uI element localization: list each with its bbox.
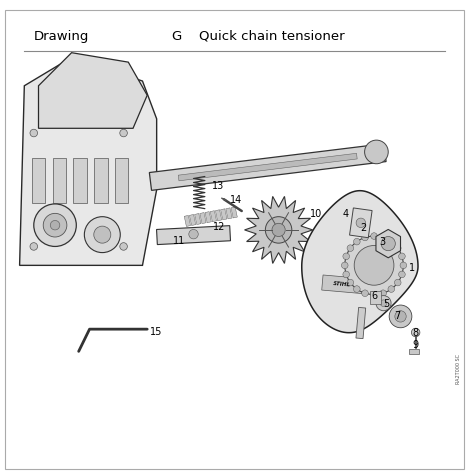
Text: Quick chain tensioner: Quick chain tensioner <box>199 30 345 43</box>
Circle shape <box>347 245 354 251</box>
Circle shape <box>394 279 401 286</box>
Circle shape <box>84 217 120 253</box>
Circle shape <box>354 238 360 245</box>
Polygon shape <box>32 158 45 203</box>
Polygon shape <box>73 158 87 203</box>
Polygon shape <box>115 158 128 203</box>
Circle shape <box>394 245 401 251</box>
Text: 6: 6 <box>371 291 377 301</box>
Polygon shape <box>184 215 191 227</box>
Text: 8: 8 <box>412 328 419 338</box>
Circle shape <box>265 217 292 243</box>
Text: 1: 1 <box>409 263 415 273</box>
Text: 9: 9 <box>412 340 419 350</box>
Polygon shape <box>200 212 206 224</box>
Circle shape <box>341 262 348 269</box>
Circle shape <box>371 292 377 298</box>
Circle shape <box>362 290 368 297</box>
Circle shape <box>347 279 354 286</box>
Polygon shape <box>205 211 211 223</box>
Circle shape <box>380 290 386 297</box>
Circle shape <box>411 328 420 337</box>
Circle shape <box>50 220 60 230</box>
Text: 4: 4 <box>343 210 349 219</box>
Circle shape <box>189 229 198 239</box>
Circle shape <box>388 286 394 292</box>
Circle shape <box>380 300 387 307</box>
Circle shape <box>365 140 388 164</box>
Polygon shape <box>356 308 366 338</box>
Circle shape <box>399 253 405 260</box>
Text: 15: 15 <box>149 328 162 337</box>
Text: G: G <box>171 30 181 43</box>
Polygon shape <box>226 208 232 219</box>
Polygon shape <box>349 208 372 237</box>
FancyBboxPatch shape <box>5 10 464 469</box>
Text: 10: 10 <box>310 210 322 219</box>
Circle shape <box>388 238 394 245</box>
Text: 5: 5 <box>383 299 389 309</box>
Polygon shape <box>231 207 237 218</box>
Text: STIHL: STIHL <box>333 281 352 288</box>
Circle shape <box>30 129 37 137</box>
Circle shape <box>380 234 386 241</box>
Text: RA2T000 SC: RA2T000 SC <box>456 355 461 384</box>
Circle shape <box>30 243 37 250</box>
Polygon shape <box>409 349 419 354</box>
Circle shape <box>395 311 406 322</box>
Polygon shape <box>149 144 386 191</box>
Text: 2: 2 <box>361 224 367 234</box>
Polygon shape <box>370 291 381 304</box>
Circle shape <box>381 237 395 251</box>
Circle shape <box>345 236 403 295</box>
Circle shape <box>354 286 360 292</box>
Circle shape <box>343 253 349 260</box>
Circle shape <box>343 271 349 278</box>
Polygon shape <box>245 196 313 264</box>
Polygon shape <box>53 158 66 203</box>
Polygon shape <box>376 229 401 258</box>
Polygon shape <box>190 214 196 226</box>
Circle shape <box>43 213 67 237</box>
Text: 12: 12 <box>213 222 226 232</box>
Polygon shape <box>178 153 357 181</box>
Circle shape <box>362 234 368 241</box>
Circle shape <box>400 262 407 269</box>
Circle shape <box>34 204 76 246</box>
Circle shape <box>376 296 391 311</box>
Text: Drawing: Drawing <box>34 30 89 43</box>
Polygon shape <box>19 57 156 265</box>
Polygon shape <box>38 53 147 128</box>
Polygon shape <box>220 209 227 220</box>
Polygon shape <box>156 226 230 245</box>
Polygon shape <box>94 158 108 203</box>
Circle shape <box>354 246 394 285</box>
Circle shape <box>399 271 405 278</box>
Circle shape <box>120 129 128 137</box>
Circle shape <box>371 233 377 239</box>
Text: 13: 13 <box>212 181 224 191</box>
Polygon shape <box>210 210 217 222</box>
Polygon shape <box>302 191 418 333</box>
Circle shape <box>120 243 128 250</box>
Circle shape <box>272 223 285 237</box>
Polygon shape <box>322 275 363 293</box>
Circle shape <box>389 305 412 328</box>
Text: 14: 14 <box>229 195 242 205</box>
Polygon shape <box>195 213 201 225</box>
Polygon shape <box>215 210 222 221</box>
Circle shape <box>356 218 365 228</box>
Text: 11: 11 <box>173 236 185 246</box>
Circle shape <box>94 226 111 243</box>
Text: 7: 7 <box>394 311 401 321</box>
Text: 3: 3 <box>380 237 386 247</box>
